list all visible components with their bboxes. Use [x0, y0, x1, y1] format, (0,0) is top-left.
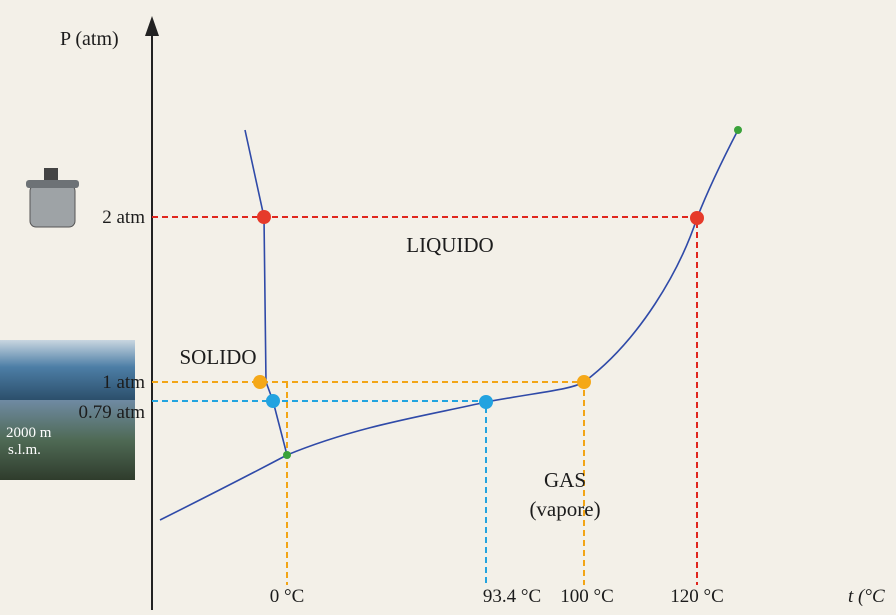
y-tick-label: 0.79 atm	[79, 402, 146, 423]
phase-curves	[160, 130, 738, 520]
points	[253, 126, 742, 459]
region-label: SOLIDO	[180, 345, 257, 369]
y-tick-label: 2 atm	[102, 207, 145, 228]
pressure-cooker	[26, 168, 79, 227]
x-axis-label: t (°C	[848, 586, 885, 607]
y-axis-arrow	[145, 16, 159, 36]
region-label: GAS	[544, 468, 586, 492]
y-axis-label: P (atm)	[60, 28, 119, 50]
photo-caption: 2000 m	[6, 425, 52, 441]
region-label: LIQUIDO	[406, 233, 493, 257]
photo-caption: s.l.m.	[8, 442, 41, 458]
x-tick-label: 100 °C	[560, 586, 614, 607]
guides	[152, 217, 697, 585]
region-label: (vapore)	[529, 497, 600, 521]
x-tick-label: 120 °C	[670, 586, 724, 607]
x-tick-label: 93.4 °C	[483, 586, 541, 607]
x-tick-label: 0 °C	[270, 586, 305, 607]
phase-diagram: 2000 m s.l.m. P (atm) 2 atm 1 atm 0.79 a…	[0, 0, 896, 610]
y-tick-label: 1 atm	[102, 372, 145, 393]
